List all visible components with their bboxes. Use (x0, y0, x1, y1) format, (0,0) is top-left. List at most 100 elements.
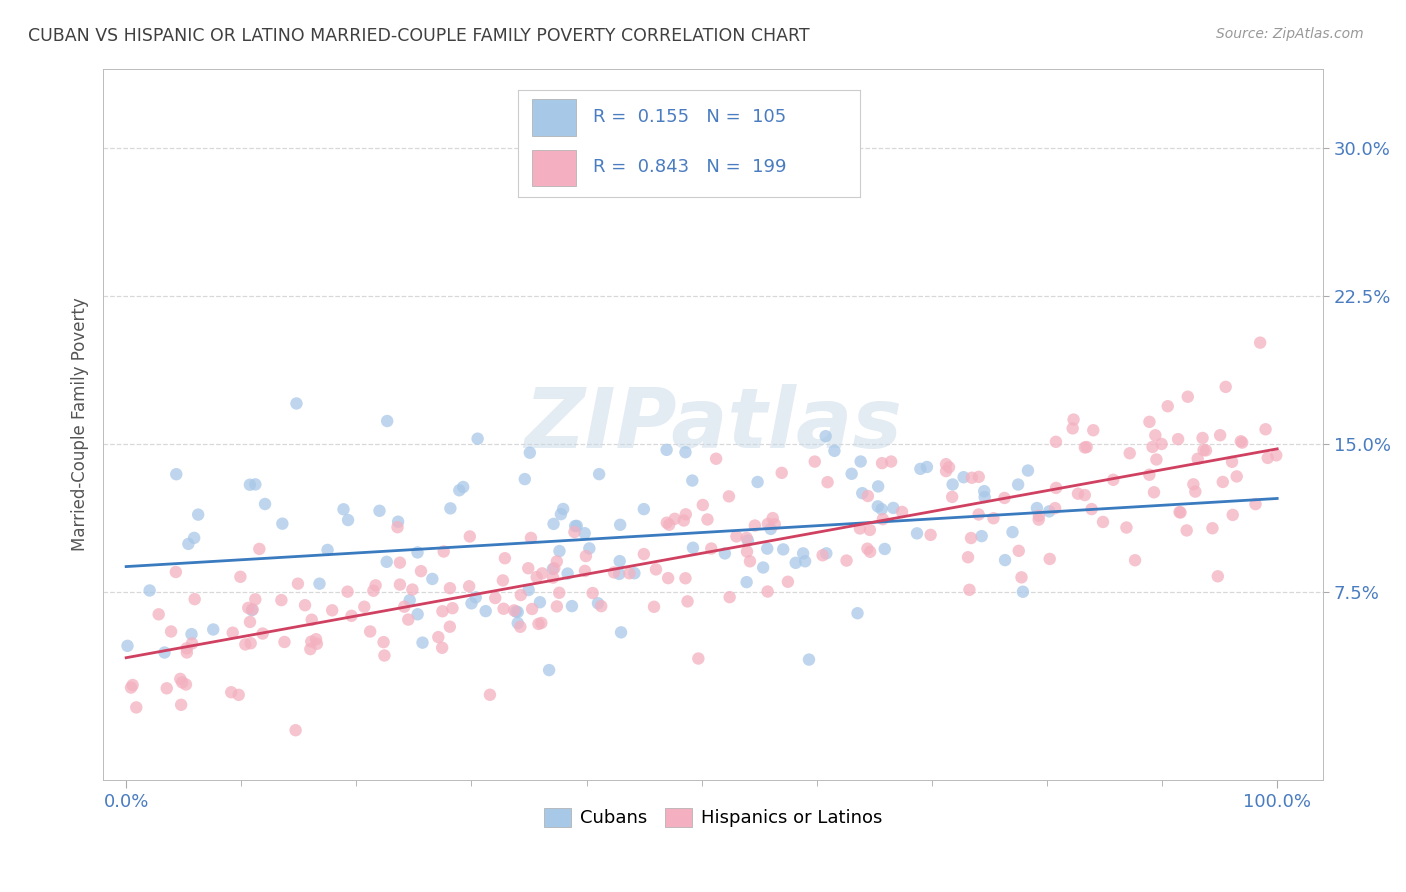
Point (541, 571, 564, 585)
Point (387, 520, 409, 534)
Point (375, 414, 398, 428)
Point (160, 624, 183, 639)
Point (1142, 440, 1164, 454)
Point (675, 571, 697, 585)
Legend: Cubans, Hispanics or Latinos: Cubans, Hispanics or Latinos (537, 801, 890, 835)
Point (531, 566, 554, 581)
Point (239, 636, 262, 650)
Point (1257, 450, 1279, 465)
Point (458, 529, 481, 543)
Point (763, 517, 786, 532)
Point (433, 544, 456, 558)
Point (586, 596, 609, 610)
Point (752, 560, 775, 574)
Point (1045, 434, 1067, 449)
Point (564, 524, 586, 539)
Point (373, 635, 395, 649)
Point (247, 541, 270, 556)
Point (633, 547, 655, 561)
Point (239, 477, 262, 491)
Point (409, 564, 432, 578)
Point (735, 531, 758, 545)
Point (1076, 440, 1098, 454)
Point (305, 637, 328, 651)
Point (1170, 506, 1192, 520)
Point (270, 593, 292, 607)
Point (156, 681, 179, 696)
Point (340, 608, 363, 623)
Point (1212, 475, 1234, 489)
Point (513, 472, 536, 486)
Point (1220, 455, 1243, 469)
Point (474, 604, 496, 618)
Point (517, 561, 540, 575)
Point (1080, 502, 1102, 516)
Point (675, 508, 697, 522)
Point (1063, 412, 1085, 426)
Point (1195, 443, 1218, 458)
Point (756, 584, 779, 599)
Point (387, 515, 409, 529)
Point (772, 542, 794, 557)
Point (172, 675, 194, 690)
Point (835, 553, 858, 567)
Point (527, 616, 550, 631)
Point (1244, 497, 1267, 511)
Point (737, 533, 759, 548)
Point (254, 497, 277, 511)
Point (1115, 520, 1137, 534)
Point (240, 603, 263, 617)
Point (299, 634, 322, 648)
Point (633, 502, 655, 516)
Point (165, 565, 187, 579)
Point (993, 491, 1015, 505)
Point (717, 489, 740, 503)
Point (700, 541, 723, 556)
Point (704, 451, 727, 466)
Point (183, 531, 205, 545)
Point (915, 460, 938, 475)
Point (565, 519, 588, 533)
Point (506, 616, 529, 631)
Point (332, 502, 354, 516)
Point (603, 566, 626, 580)
Point (658, 517, 681, 532)
Point (609, 517, 631, 532)
Text: ZIPatlas: ZIPatlas (524, 384, 903, 465)
Point (776, 574, 799, 589)
Point (363, 583, 385, 598)
Point (1028, 508, 1050, 523)
Point (866, 500, 889, 514)
Point (1007, 477, 1029, 491)
Point (564, 519, 586, 533)
Point (301, 613, 323, 627)
Point (851, 486, 873, 500)
Point (308, 576, 330, 591)
Point (422, 572, 444, 586)
Point (676, 594, 699, 608)
Point (1222, 508, 1244, 522)
Point (439, 581, 461, 595)
Text: Source: ZipAtlas.com: Source: ZipAtlas.com (1216, 27, 1364, 41)
Point (561, 599, 583, 613)
Point (451, 480, 474, 494)
Point (814, 429, 837, 443)
Point (183, 592, 205, 607)
Point (364, 578, 387, 592)
Point (1168, 505, 1191, 519)
Point (994, 553, 1017, 567)
Point (388, 577, 411, 591)
Point (1144, 452, 1167, 467)
Point (759, 522, 782, 536)
Point (1008, 544, 1031, 558)
Point (1209, 428, 1232, 442)
Point (856, 489, 879, 503)
Point (696, 512, 718, 526)
Point (973, 484, 995, 499)
Point (1119, 446, 1142, 460)
Point (401, 582, 423, 597)
Point (548, 586, 571, 600)
Point (609, 554, 631, 568)
Point (353, 599, 375, 614)
Point (935, 457, 957, 471)
